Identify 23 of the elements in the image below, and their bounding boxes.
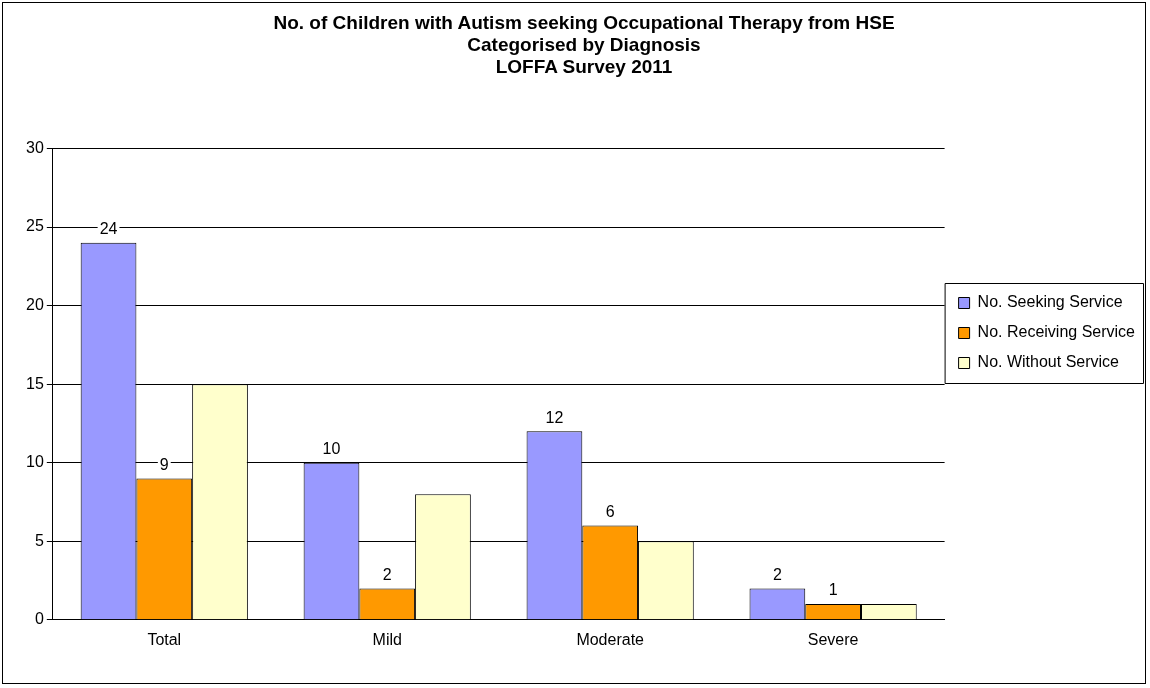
x-tick-label: Total <box>147 630 182 648</box>
x-tick-label: Moderate <box>576 630 645 648</box>
data-label: 6 <box>605 502 615 520</box>
data-label: 12 <box>545 408 564 426</box>
y-tick-label: 20 <box>26 296 44 314</box>
y-tick-label: 30 <box>26 138 44 156</box>
legend-label: No. Seeking Service <box>977 293 1123 311</box>
data-label: 9 <box>159 455 169 473</box>
y-tick-label: 10 <box>26 453 44 471</box>
y-tick-label: 25 <box>26 217 44 235</box>
data-label: 2 <box>382 565 392 583</box>
chart-title: No. of Children with Autism seeking Occupational Therapy from HSE Categorised by Diagnosis LOFFA Survey 2011 <box>273 12 895 77</box>
data-label: 10 <box>322 440 341 458</box>
legend-label: No. Receiving Service <box>977 323 1136 341</box>
data-label: 2 <box>772 565 782 583</box>
y-tick-label: 0 <box>34 610 44 628</box>
legend-label: No. Without Service <box>977 353 1120 371</box>
data-label: 1 <box>828 581 838 599</box>
y-tick-label: 15 <box>26 374 44 392</box>
data-label: 24 <box>99 220 118 238</box>
x-tick-label: Mild <box>372 630 402 648</box>
y-tick-label: 5 <box>34 531 44 549</box>
x-tick-label: Severe <box>807 630 859 648</box>
